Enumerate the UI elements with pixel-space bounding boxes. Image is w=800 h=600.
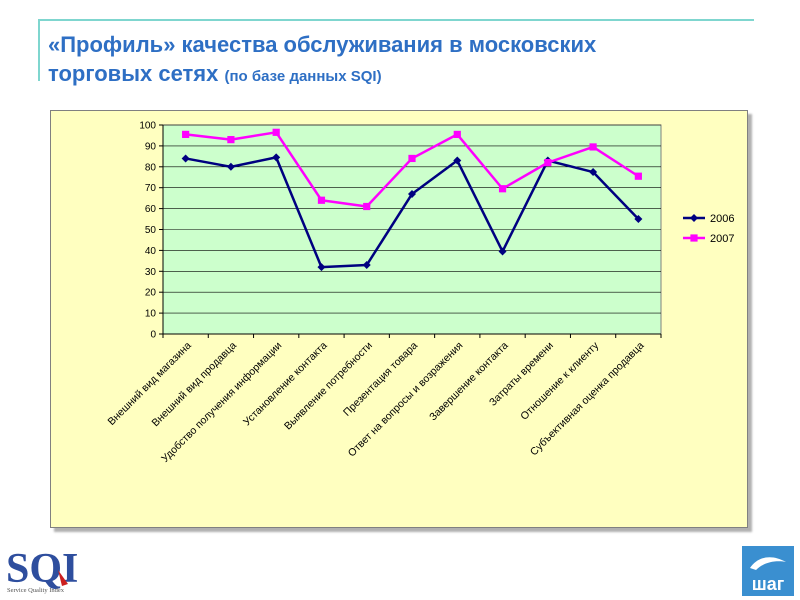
slide-title-line-1: «Профиль» качества обслуживания в москов… (48, 32, 597, 57)
data-point-2007-4 (363, 202, 371, 211)
slide-title: «Профиль» качества обслуживания в москов… (48, 30, 768, 91)
shag-logo-background (742, 546, 794, 596)
x-tick-label-9: Отношение к клиенту (518, 339, 601, 422)
sqi-logo-ribbon (58, 570, 68, 586)
slide-title-line-2: торговых сетях (по базе данных SQI) (48, 59, 768, 91)
title-top-rule (38, 19, 754, 21)
data-point-2007-1 (227, 136, 235, 144)
data-point-2007-7 (498, 185, 507, 193)
sqi-logo-subtitle: Service Quality Index (7, 587, 65, 594)
data-point-2007-2 (272, 128, 280, 136)
data-point-2007-3 (317, 196, 326, 204)
x-tick-label-4: Выявление потребности (282, 340, 375, 433)
legend-marker-2006 (690, 214, 698, 222)
data-point-2006-6 (453, 156, 462, 165)
title-left-rule (38, 19, 40, 81)
x-tick-label-0: Внешний вид магазина (106, 340, 194, 428)
data-point-2007-9 (589, 143, 597, 151)
x-tick-label-3: Установление контакта (241, 340, 330, 429)
y-tick-label-90: 90 (145, 141, 157, 152)
data-point-2006-9 (589, 168, 598, 177)
slide-title-suffix: (по базе данных SQI) (224, 68, 382, 85)
y-tick-label-20: 20 (145, 288, 157, 299)
y-tick-label-40: 40 (145, 246, 157, 257)
data-point-2007-10 (634, 172, 642, 180)
y-tick-label-80: 80 (145, 162, 157, 173)
slide-title-main: торговых сетях (48, 61, 219, 86)
legend-label-2006: 2006 (710, 213, 734, 225)
x-tick-label-5: Презентация товара (341, 340, 420, 419)
data-point-2006-2 (272, 153, 281, 162)
data-point-2006-5 (408, 189, 416, 198)
x-tick-label-1: Внешний вид продавца (150, 340, 240, 430)
data-point-2007-5 (408, 154, 416, 163)
y-tick-label-0: 0 (150, 330, 156, 341)
shag-logo-text: шаг (752, 574, 785, 594)
chart-frame: 0 10 20 30 40 50 60 70 80 90 100 Внешний вид магази… (50, 110, 748, 528)
shag-logo: шаг (742, 546, 794, 596)
data-point-2006-4 (362, 261, 371, 270)
data-point-2007-6 (453, 130, 461, 139)
legend-label-2007: 2007 (710, 233, 734, 245)
y-tick-label-70: 70 (145, 183, 157, 194)
y-tick-label-50: 50 (145, 225, 157, 236)
sqi-logo: SQI Service Quality Index (6, 546, 78, 594)
shag-logo-wave (750, 557, 786, 570)
data-point-2007-0 (182, 130, 190, 139)
data-point-2006-1 (226, 162, 235, 171)
legend-marker-2007 (690, 234, 698, 242)
y-tick-label-30: 30 (145, 267, 157, 278)
y-tick-label-10: 10 (145, 309, 157, 320)
y-tick-label-60: 60 (145, 204, 157, 215)
line-chart: 0 10 20 30 40 50 60 70 80 90 100 Внешний вид магази… (106, 121, 735, 465)
data-point-2006-0 (181, 154, 190, 163)
y-tick-label-100: 100 (139, 121, 156, 132)
sqi-logo-text: SQI (6, 546, 78, 592)
data-point-2006-3 (317, 263, 326, 272)
data-point-2006-10 (634, 215, 643, 224)
x-tick-label-7: Завершение контакта (427, 340, 511, 424)
data-point-2006-7 (498, 247, 507, 256)
data-point-2007-8 (544, 159, 552, 167)
